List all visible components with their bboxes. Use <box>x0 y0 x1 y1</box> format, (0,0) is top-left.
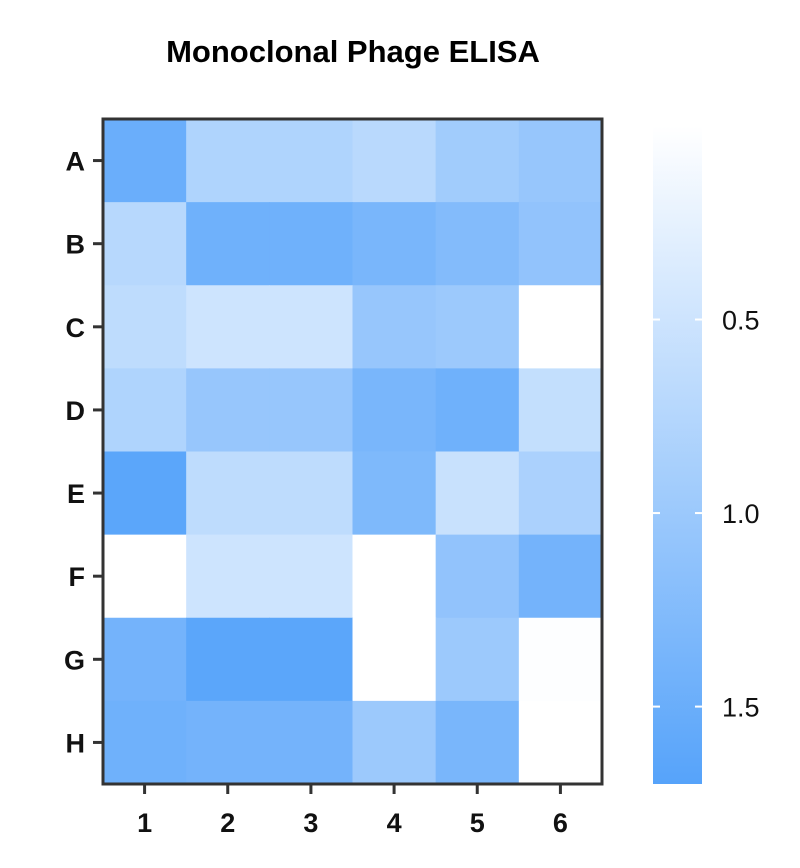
heatmap-cell-F3 <box>269 534 354 619</box>
heatmap-cell-G1 <box>103 617 187 702</box>
heatmap-cell-E3 <box>269 451 354 536</box>
heatmap-cell-G3 <box>269 617 354 702</box>
heatmap-cell-H6 <box>518 700 603 785</box>
heatmap-cell-B6 <box>518 202 603 286</box>
heatmap-cell-D2 <box>186 368 270 453</box>
heatmap-cell-H5 <box>435 700 520 785</box>
heatmap-cell-B5 <box>435 202 520 286</box>
heatmap-cell-F6 <box>518 534 603 619</box>
heatmap-cell-F2 <box>186 534 270 619</box>
x-tick-label-3: 3 <box>303 808 318 838</box>
heatmap-cell-C6 <box>518 285 603 369</box>
x-tick-label-1: 1 <box>137 808 152 838</box>
colorbar-tick-label-0.5: 0.5 <box>722 306 760 336</box>
heatmap-cell-H4 <box>352 700 437 785</box>
x-axis: 1 2 3 4 5 6 <box>137 784 568 838</box>
heatmap-cell-D1 <box>103 368 187 453</box>
colorbar-bar <box>653 126 702 784</box>
y-tick-label-D: D <box>66 396 86 426</box>
colorbar: 0.5 1.0 1.5 <box>653 126 760 784</box>
heatmap-cell-E1 <box>103 451 187 536</box>
heatmap-cells <box>103 119 603 785</box>
heatmap-cell-F5 <box>435 534 520 619</box>
heatmap-cell-E4 <box>352 451 437 536</box>
heatmap-cell-A5 <box>435 119 520 203</box>
heatmap-cell-C3 <box>269 285 354 369</box>
heatmap-cell-B4 <box>352 202 437 286</box>
heatmap-cell-B2 <box>186 202 270 286</box>
heatmap-cell-C2 <box>186 285 270 369</box>
heatmap-cell-H3 <box>269 700 354 785</box>
heatmap-cell-A6 <box>518 119 603 203</box>
y-tick-label-C: C <box>66 313 86 343</box>
x-tick-label-2: 2 <box>220 808 235 838</box>
heatmap-cell-F1 <box>103 534 187 619</box>
x-tick-label-4: 4 <box>387 808 402 838</box>
heatmap-cell-E2 <box>186 451 270 536</box>
heatmap-cell-D3 <box>269 368 354 453</box>
colorbar-tick-label-1.5: 1.5 <box>722 693 760 723</box>
heatmap-cell-A1 <box>103 119 187 203</box>
x-tick-label-5: 5 <box>470 808 485 838</box>
x-tick-label-6: 6 <box>553 808 568 838</box>
heatmap-cell-E6 <box>518 451 603 536</box>
heatmap-cell-C4 <box>352 285 437 369</box>
heatmap-cell-C1 <box>103 285 187 369</box>
heatmap-cell-C5 <box>435 285 520 369</box>
heatmap-cell-D6 <box>518 368 603 453</box>
heatmap-cell-A2 <box>186 119 270 203</box>
y-axis: A B C D E F G H <box>64 147 103 758</box>
plot-frame <box>101 117 604 786</box>
heatmap-cell-G5 <box>435 617 520 702</box>
heatmap-cell-G6 <box>518 617 603 702</box>
colorbar-tick-label-1.0: 1.0 <box>722 499 760 529</box>
heatmap-cell-H1 <box>103 700 187 785</box>
heatmap-cell-D5 <box>435 368 520 453</box>
heatmap-cell-G2 <box>186 617 270 702</box>
y-tick-label-F: F <box>69 562 86 592</box>
heatmap-cell-F4 <box>352 534 437 619</box>
y-tick-label-G: G <box>64 645 85 675</box>
heatmap-cell-B3 <box>269 202 354 286</box>
heatmap-cell-G4 <box>352 617 437 702</box>
heatmap-cell-A3 <box>269 119 354 203</box>
heatmap-cell-E5 <box>435 451 520 536</box>
chart-title: Monoclonal Phage ELISA <box>166 34 540 69</box>
heatmap-cell-D4 <box>352 368 437 453</box>
y-tick-label-A: A <box>66 147 86 177</box>
y-tick-label-E: E <box>67 479 85 509</box>
y-tick-label-B: B <box>66 230 86 260</box>
heatmap-cell-B1 <box>103 202 187 286</box>
heatmap-cell-A4 <box>352 119 437 203</box>
y-tick-label-H: H <box>66 728 86 758</box>
heatmap-cell-H2 <box>186 700 270 785</box>
